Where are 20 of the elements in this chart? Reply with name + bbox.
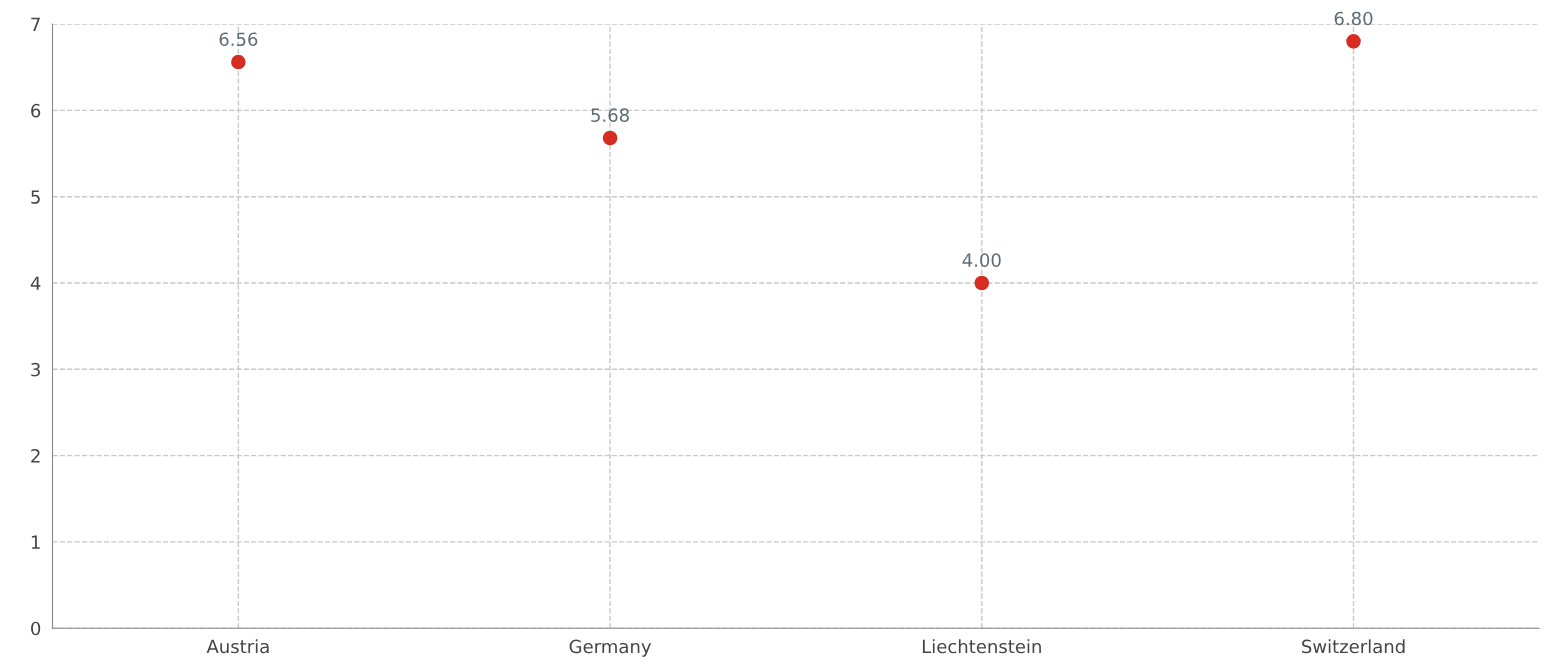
y-tick-label: 4	[30, 276, 41, 290]
y-tick-label: 6	[31, 103, 41, 118]
point	[974, 275, 990, 291]
y-tick-label: 7	[31, 17, 40, 31]
data-label: 4.00	[962, 253, 1001, 267]
data-label: 6.56	[219, 32, 258, 47]
x-tick-label: Austria	[206, 639, 269, 654]
y-tick-label: 2	[31, 449, 40, 463]
point	[1346, 34, 1361, 49]
point	[602, 130, 618, 146]
y-tick-label: 5	[31, 190, 40, 204]
data-label: 5.68	[591, 108, 629, 122]
point	[231, 54, 246, 70]
x-tick-label: Switzerland	[1302, 639, 1405, 654]
y-tick-label: 1	[31, 535, 40, 549]
x-tick-label: Liechtenstein	[922, 639, 1041, 654]
data-label: 6.80	[1334, 11, 1373, 26]
y-tick-label: 3	[31, 362, 40, 377]
y-tick-label: 0	[31, 621, 41, 636]
x-tick-label: Germany	[569, 639, 652, 657]
